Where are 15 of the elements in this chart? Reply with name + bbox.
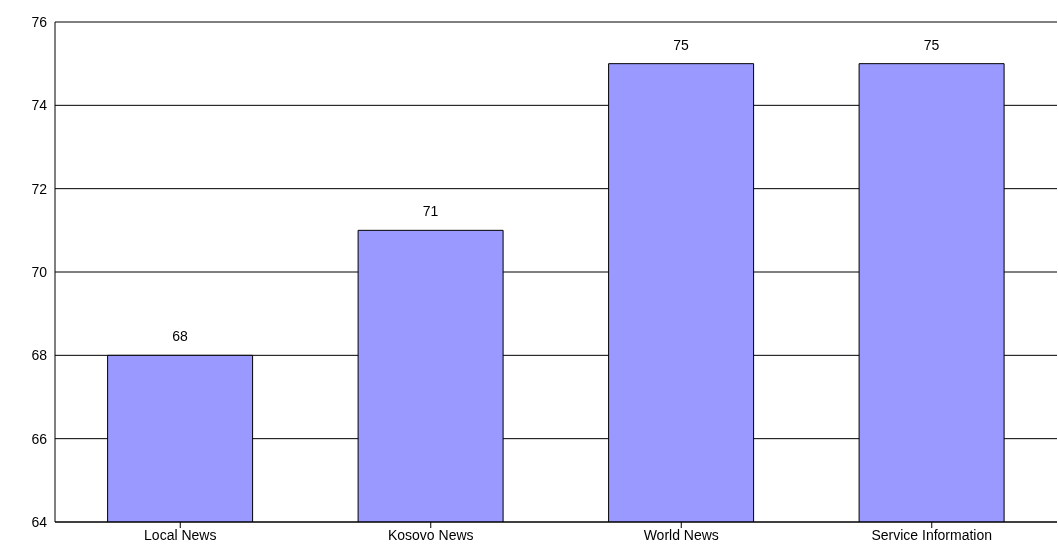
y-tick-label: 64 [31,513,48,530]
x-tick-label: Kosovo News [387,526,474,543]
y-tick-label: 66 [31,430,48,447]
x-tick-label: World News [643,526,719,543]
data-label: 68 [172,328,189,345]
y-tick-label: 74 [31,97,48,114]
y-tick-label: 76 [31,13,48,30]
y-tick-label: 70 [31,263,48,280]
y-tick-label: 68 [31,347,48,364]
data-label: 71 [422,203,439,220]
y-tick-label: 72 [31,180,48,197]
x-tick-label: Local News [144,526,217,543]
data-label: 75 [673,36,690,53]
x-tick-label: Service Information [871,526,993,543]
data-label: 75 [923,36,940,53]
